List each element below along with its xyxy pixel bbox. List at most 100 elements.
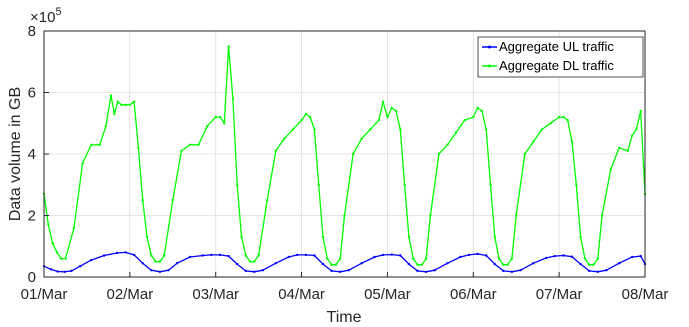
series-dl-point [381,100,385,103]
series-dl-point [369,128,372,131]
series-dl-point [437,152,441,156]
series-dl-point [334,263,338,266]
legend: Aggregate UL traffic Aggregate DL traffi… [477,36,644,78]
series-dl-point [515,214,518,217]
series-dl-point [55,251,59,254]
legend-dl-marker [488,64,491,68]
series-ul-point [102,254,106,257]
series-dl-point [639,109,642,113]
series-dl-point [583,257,587,260]
series-ul-point [493,262,496,266]
series-dl-point [420,263,423,266]
series-ul-point [227,254,230,258]
series-dl-point [81,162,84,165]
series-dl-point [291,128,295,131]
series-dl-point [132,100,136,103]
series-ul-point [630,255,634,259]
series-dl-point [205,125,209,128]
series-dl-point [90,143,93,146]
series-ul-point [532,262,535,265]
series-ul-point [553,254,556,258]
series-dl-point [343,214,346,217]
series-dl-point [351,152,355,156]
series-dl-point [412,257,415,260]
series-dl-point [446,143,449,146]
series-ul-point [287,255,290,259]
series-ul-point [347,269,350,272]
series-ul-point [175,262,179,265]
series-dl-point [145,235,149,239]
series-dl [42,45,647,266]
y-tick-label: 8 [28,23,36,40]
series-dl-point [154,260,157,263]
series-dl-point [476,106,479,110]
series-dl-point [188,143,192,146]
series-dl-point [532,140,535,143]
series-dl-point [158,260,162,263]
series-ul-point [210,253,213,257]
series-ul-point [502,269,505,273]
legend-ul-label: Aggregate UL traffic [499,39,614,54]
series-dl-point [257,254,260,257]
x-tick-label: 04/Mar [278,286,325,303]
series-ul-point [56,270,59,273]
series-ul-point [476,252,479,256]
series-dl-point [120,103,123,107]
series-ul-point [407,262,411,266]
y-axis-label: Data volume in GB [7,87,24,221]
series-ul-point [63,270,66,273]
series-dl-point [197,143,200,146]
series-dl-point [403,183,406,186]
series-dl-point [313,128,316,131]
series-ul-point [141,262,144,265]
series-dl-point [407,235,411,239]
series-ul-point [313,254,316,257]
series-dl-point [485,128,488,131]
series-ul-point [596,270,599,273]
series-dl-point [390,106,393,110]
y-tick-label: 0 [28,269,36,286]
series-ul-point [339,270,342,273]
series-ul-point [261,269,265,272]
series-dl-point [575,183,578,186]
series-dl-point [399,128,402,131]
series-dl-point [454,131,458,134]
series-ul-point [218,253,222,257]
series-dl-point [72,226,76,229]
series-dl-point [600,214,604,217]
series-ul-point [390,253,393,256]
series-dl-point [113,112,116,116]
series-dl-point [493,235,496,239]
series-dl-point [566,119,569,122]
series-dl-point [317,183,320,186]
series-dl-point [480,109,484,113]
series-dl-point [330,263,333,266]
series-dl-point [523,152,526,156]
series-dl-point [510,257,514,260]
ticks: 01/Mar 02/Mar 03/Mar 04/Mar 05/Mar 06/Mar 07/M… [21,23,669,303]
series-layer [42,45,647,273]
series-dl-point [630,134,634,137]
series-ul-point [360,262,363,265]
series-ul-point [321,262,325,266]
series-dl-point [171,198,174,202]
series-ul-point [150,269,153,272]
y-tick-label: 6 [28,85,36,102]
series-dl-point [218,115,222,119]
y-axis-exponent: ×105 [30,6,62,26]
series-dl-point [116,100,120,103]
series-dl-point [502,263,505,266]
series-dl-point [472,115,475,119]
series-ul-point [381,253,385,257]
series-dl-point [592,263,595,266]
series-dl-point [47,223,50,226]
series-ul-point [467,253,471,257]
legend-dl-label: Aggregate DL traffic [499,58,614,73]
series-dl-point [98,143,102,146]
series-dl-point [416,263,419,266]
x-tick-label: 01/Mar [21,286,68,303]
series-dl-point [626,149,629,153]
series-dl-point [137,146,140,149]
series-ul-point [570,255,574,258]
series-dl-point [489,183,492,186]
